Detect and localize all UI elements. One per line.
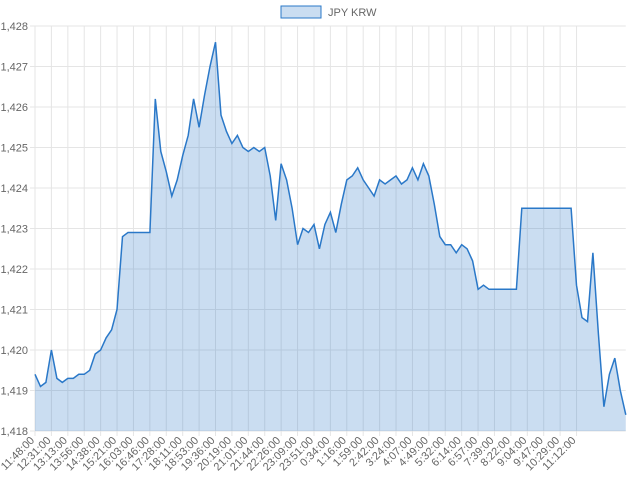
y-tick-label: 1,422	[0, 264, 28, 276]
y-tick-label: 1,428	[0, 21, 28, 33]
y-tick-label: 1,424	[0, 183, 28, 195]
y-tick-label: 1,421	[0, 305, 28, 317]
y-tick-label: 1,418	[0, 426, 28, 438]
line	[34, 42, 627, 415]
y-tick-label: 1,420	[0, 345, 28, 357]
y-tick-label: 1,419	[0, 386, 28, 398]
legend-label: JPY KRW	[328, 7, 377, 19]
area	[35, 42, 626, 431]
y-tick-label: 1,427	[0, 62, 28, 74]
y-tick-label: 1,423	[0, 224, 28, 236]
y-tick-label: 1,426	[0, 102, 28, 114]
legend-swatch	[280, 5, 322, 19]
y-tick-label: 1,425	[0, 143, 28, 155]
